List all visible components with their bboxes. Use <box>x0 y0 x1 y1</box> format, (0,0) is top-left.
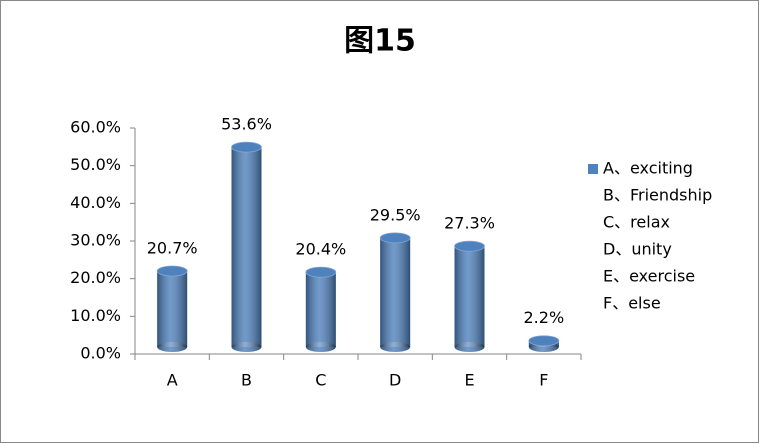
legend-label: A、exciting <box>603 159 693 178</box>
y-tick-label: 10.0% <box>70 306 121 325</box>
bar-top <box>156 265 188 277</box>
y-tick-label: 50.0% <box>70 155 121 174</box>
bar-shade <box>305 272 336 347</box>
value-label: 27.3% <box>444 214 495 233</box>
x-tick-label: B <box>241 371 252 390</box>
x-tick-label: A <box>167 371 178 390</box>
bar-shade <box>380 237 411 347</box>
bar-top <box>305 266 337 278</box>
legend-label: D、unity <box>603 240 672 259</box>
value-label: 2.2% <box>524 308 565 327</box>
bar-base-shade <box>305 342 336 352</box>
x-tick-label: C <box>315 371 326 390</box>
x-tick-label: D <box>389 371 401 390</box>
bar-base-shade <box>157 342 188 352</box>
x-tick-label: F <box>539 371 548 390</box>
value-label: 20.7% <box>147 239 198 258</box>
bar-top <box>454 240 485 252</box>
legend-label: B、Friendship <box>603 186 712 205</box>
bar-base-shade <box>454 342 485 352</box>
legend-label: C、relax <box>603 213 670 232</box>
bar-top <box>231 141 262 153</box>
value-label: 53.6% <box>221 115 272 134</box>
legend-marker <box>588 164 598 174</box>
chart-title: 图15 <box>344 24 416 59</box>
value-label: 20.4% <box>295 240 346 259</box>
bar-top <box>379 232 411 244</box>
legend-label: F、else <box>603 294 661 313</box>
legend-label: E、exercise <box>603 267 695 286</box>
bar-base-shade <box>380 342 411 352</box>
y-tick-label: 60.0% <box>70 118 121 137</box>
value-label: 29.5% <box>370 205 421 224</box>
y-tick-label: 0.0% <box>80 344 121 363</box>
bar-shade <box>157 271 188 347</box>
y-tick-label: 30.0% <box>70 231 121 250</box>
y-tick-label: 20.0% <box>70 268 121 287</box>
y-tick-label: 40.0% <box>70 193 121 212</box>
x-tick-label: E <box>464 371 474 390</box>
bar-shade <box>454 246 485 347</box>
bar-shade <box>231 147 262 347</box>
bar-base-shade <box>231 342 262 352</box>
bar-top <box>528 335 560 347</box>
